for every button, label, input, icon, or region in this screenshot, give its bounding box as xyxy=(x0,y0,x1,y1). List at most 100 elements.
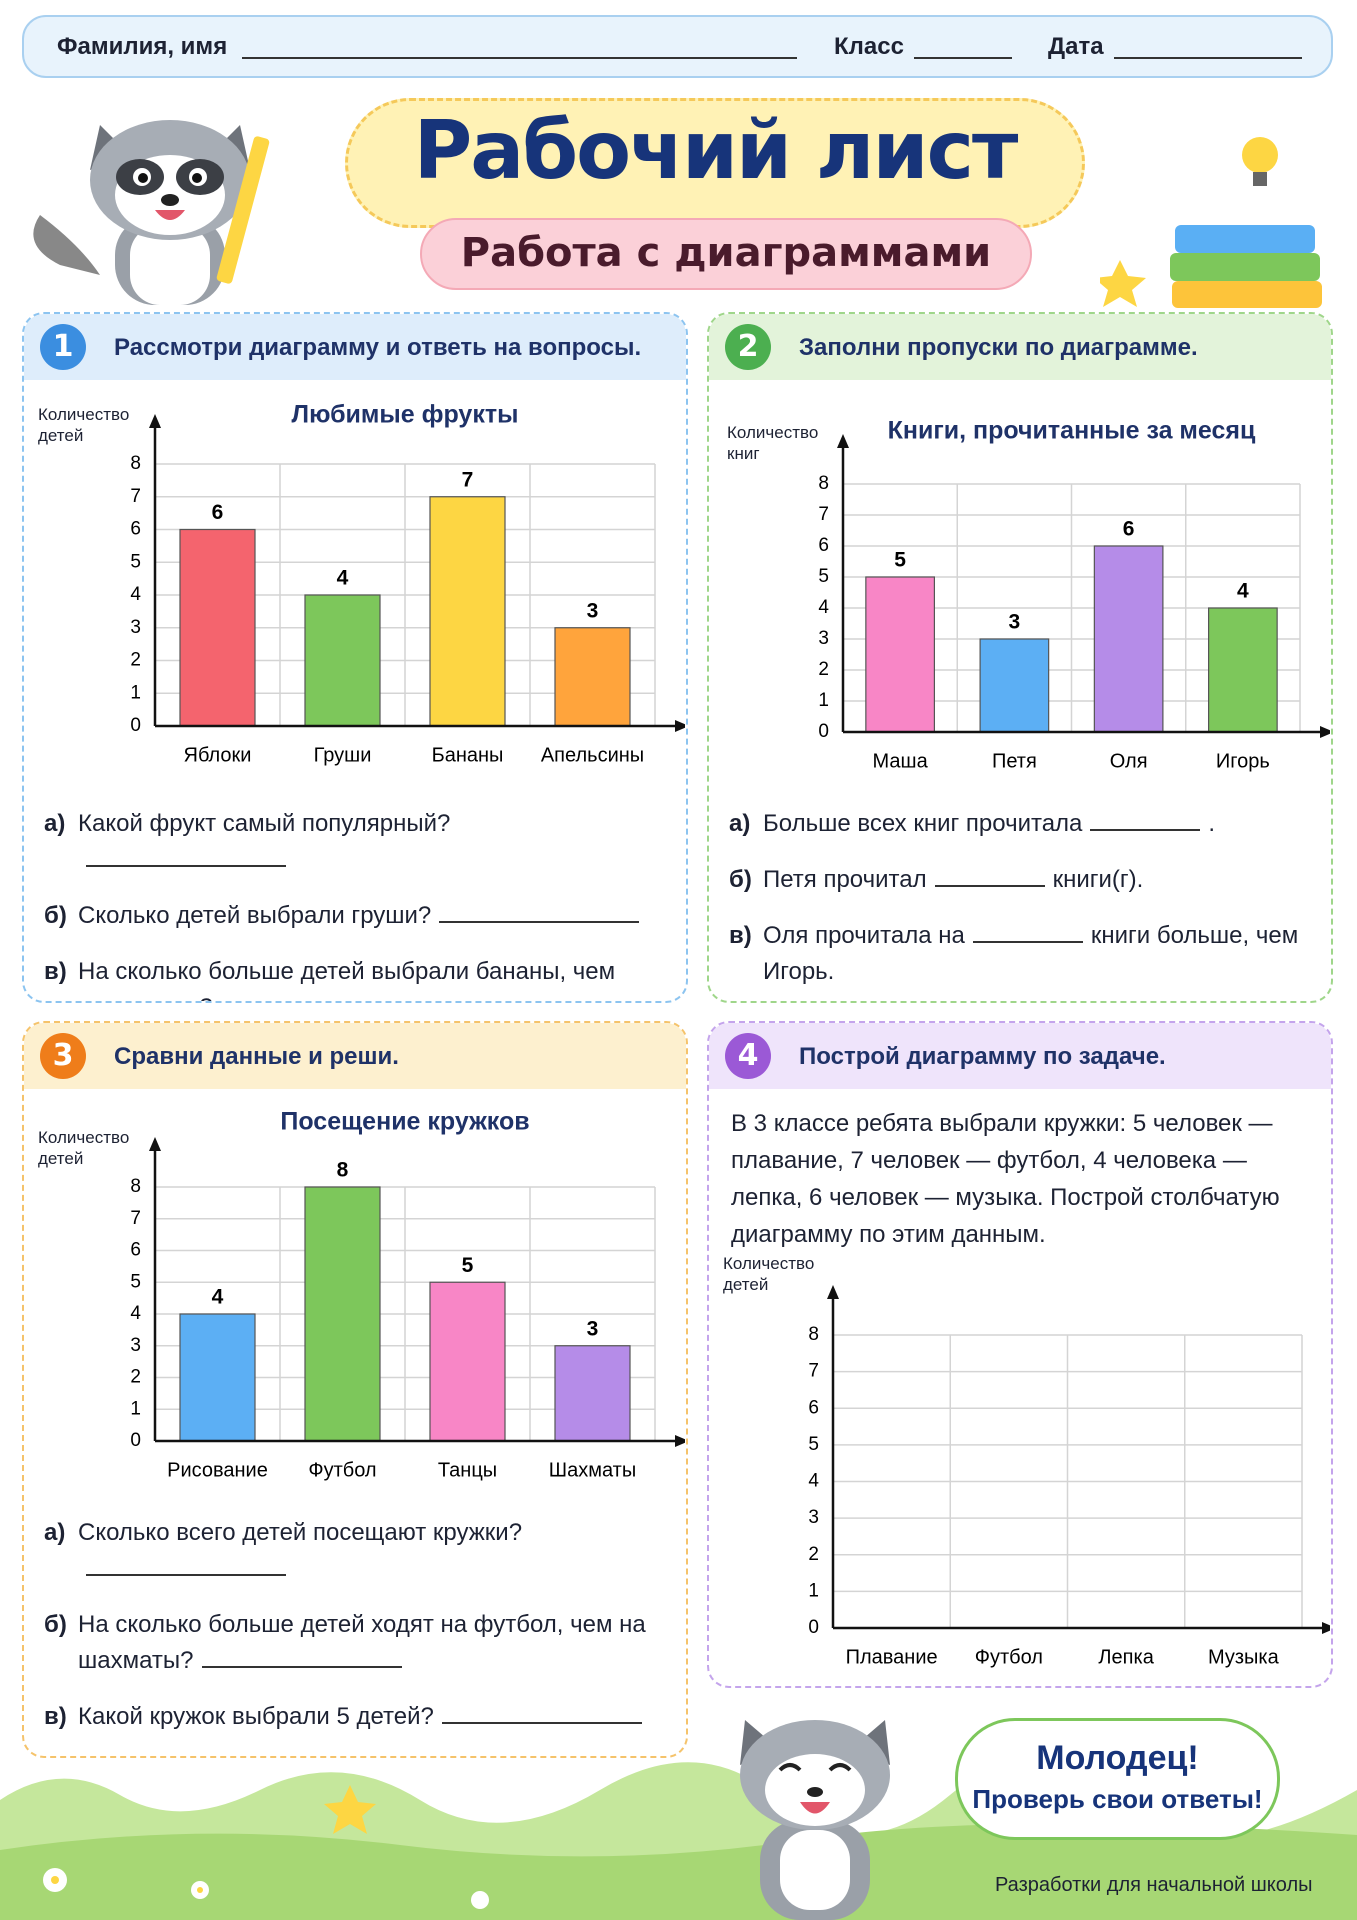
question-text: Сколько детей выбрали груши? xyxy=(78,902,432,929)
bar xyxy=(1208,607,1278,733)
answer-blank xyxy=(1090,807,1201,831)
bar-value-label: 4 xyxy=(337,567,349,590)
answer-blank xyxy=(439,899,640,923)
question-text: книги больше, чем Игорь. xyxy=(763,922,1299,985)
bar xyxy=(554,627,631,727)
bar xyxy=(1093,545,1164,733)
bar xyxy=(304,594,381,727)
question-body: Какой фрукт самый популярный? xyxy=(78,806,666,878)
chart-title: Любимые фрукты xyxy=(292,401,519,429)
question-body: На сколько больше детей ходят на футбол,… xyxy=(78,1607,666,1679)
section-header: 2 Заполни пропуски по диаграмме. xyxy=(709,314,1331,380)
y-tick-label: 5 xyxy=(130,551,141,572)
question-body: Оля прочитала на книги больше, чем Игорь. xyxy=(763,918,1311,990)
question-body: Больше всех книг прочитала. xyxy=(763,806,1215,842)
section-number: 3 xyxy=(40,1033,86,1079)
x-axis-arrow xyxy=(675,720,686,732)
credit: Разработки для начальной школы xyxy=(995,1874,1313,1896)
question-text: Какой кружок выбрали 5 детей? xyxy=(78,1703,434,1730)
y-tick-label: 7 xyxy=(818,504,829,525)
y-tick-label: 0 xyxy=(808,1617,819,1638)
question-letter: а) xyxy=(729,810,751,837)
y-tick-label: 2 xyxy=(818,659,829,680)
y-tick-label: 4 xyxy=(130,584,141,605)
question-text: Какой фрукт самый популярный? xyxy=(78,810,451,837)
chart: Любимые фрукты 0 1 2 3 4 5 6 7 8 6 Яблоки 4 Груши 7 Бан… xyxy=(24,384,686,784)
bar-value-label: 6 xyxy=(1123,518,1135,541)
chart-svg: 0 1 2 3 4 5 6 7 8 Плавание Футбол Лепка Музыка xyxy=(808,1285,1331,1668)
y-tick-label: 8 xyxy=(808,1324,819,1345)
y-tick-label: 1 xyxy=(130,1398,141,1419)
bar xyxy=(979,638,1050,733)
speech-bubble: Молодец! Проверь свои ответы! xyxy=(955,1718,1280,1840)
question: в) Какой кружок выбрали 5 детей? xyxy=(44,1699,666,1735)
y-tick-label: 8 xyxy=(818,473,829,494)
chart: Книги, прочитанные за месяц 0 1 2 3 4 5 6 7 8 5 Маш… xyxy=(709,384,1331,784)
question-body: Сколько детей выбрали груши? xyxy=(78,898,647,934)
bar-value-label: 3 xyxy=(587,1317,599,1340)
y-tick-label: 6 xyxy=(808,1397,819,1418)
x-tick-label: Лепка xyxy=(1098,1646,1154,1668)
question: в) Оля прочитала на книги больше, чем Игор… xyxy=(729,918,1311,990)
answer-blank xyxy=(972,919,1083,943)
praise: Молодец! xyxy=(1036,1739,1199,1777)
chart-svg: Книги, прочитанные за месяц 0 1 2 3 4 5 6 7 8 5 Маш… xyxy=(818,417,1331,772)
question: а) Сколько всего детей посещают кружки? xyxy=(44,1515,666,1587)
bar xyxy=(304,1186,381,1442)
x-axis-arrow xyxy=(675,1435,686,1447)
question-text: . xyxy=(1208,810,1216,837)
chart-svg: Посещение кружков 0 1 2 3 4 5 6 7 8 4 Рисование 8 Фут… xyxy=(130,1108,686,1481)
question-text: Больше всех книг прочитала xyxy=(763,810,1083,837)
y-tick-label: 3 xyxy=(130,617,141,638)
question-letter: в) xyxy=(729,922,752,949)
y-tick-label: 2 xyxy=(130,1367,141,1388)
section-title: Заполни пропуски по диаграмме. xyxy=(799,334,1198,361)
y-tick-label: 5 xyxy=(808,1434,819,1455)
section-title: Сравни данные и реши. xyxy=(114,1043,399,1070)
question-text: книги(г). xyxy=(1052,866,1144,893)
question-body: Какой кружок выбрали 5 детей? xyxy=(78,1699,650,1735)
question-body: Сколько всего детей посещают кружки? xyxy=(78,1515,666,1587)
y-tick-label: 4 xyxy=(808,1471,819,1492)
x-tick-label: Апельсины xyxy=(541,744,644,766)
section-number: 1 xyxy=(40,324,86,370)
bar xyxy=(865,576,936,733)
bar xyxy=(429,1281,506,1442)
question-text: Оля прочитала на xyxy=(763,922,965,949)
chart-title: Посещение кружков xyxy=(280,1108,529,1136)
y-tick-label: 2 xyxy=(130,650,141,671)
question-body: На сколько больше детей выбрали бананы, … xyxy=(78,954,666,1001)
question-body: Петя прочитал книги(г). xyxy=(763,862,1143,898)
section-title: Рассмотри диаграмму и ответь на вопросы. xyxy=(114,334,642,361)
x-tick-label: Футбол xyxy=(975,1646,1043,1668)
answer-blank xyxy=(441,1700,642,1724)
chart-title: Книги, прочитанные за месяц xyxy=(888,417,1256,445)
answer-blank xyxy=(934,863,1045,887)
bar xyxy=(554,1345,631,1442)
questions: а) Какой фрукт самый популярный? б) Сколько… xyxy=(44,806,666,1001)
class-label: Класс xyxy=(834,33,904,60)
y-tick-label: 0 xyxy=(130,715,141,736)
bar xyxy=(179,528,256,727)
section-title: Построй диаграмму по задаче. xyxy=(799,1043,1166,1070)
question: б) Петя прочитал книги(г). xyxy=(729,862,1311,898)
y-tick-label: 7 xyxy=(130,1208,141,1229)
raccoon-small xyxy=(740,1720,890,1920)
bar-value-label: 4 xyxy=(212,1286,224,1309)
chart: Посещение кружков 0 1 2 3 4 5 6 7 8 4 Рисование 8 Фут… xyxy=(24,1093,686,1493)
x-tick-label: Шахматы xyxy=(549,1459,636,1481)
y-tick-label: 1 xyxy=(808,1580,819,1601)
y-axis-label: Количество детей xyxy=(723,1254,815,1294)
y-axis-arrow xyxy=(827,1285,839,1299)
y-tick-label: 5 xyxy=(130,1271,141,1292)
y-tick-label: 8 xyxy=(130,453,141,474)
questions: а) Сколько всего детей посещают кружки? б)… xyxy=(44,1515,666,1755)
question-letter: в) xyxy=(44,958,67,985)
y-axis-arrow xyxy=(149,414,161,428)
y-tick-label: 3 xyxy=(130,1335,141,1356)
question-text: На сколько больше детей выбрали бананы, … xyxy=(78,958,616,1001)
question-text: На сколько больше детей ходят на футбол,… xyxy=(78,1611,646,1674)
x-tick-label: Игорь xyxy=(1216,750,1270,772)
y-tick-label: 4 xyxy=(818,597,829,618)
raccoon-mascot xyxy=(33,120,270,305)
